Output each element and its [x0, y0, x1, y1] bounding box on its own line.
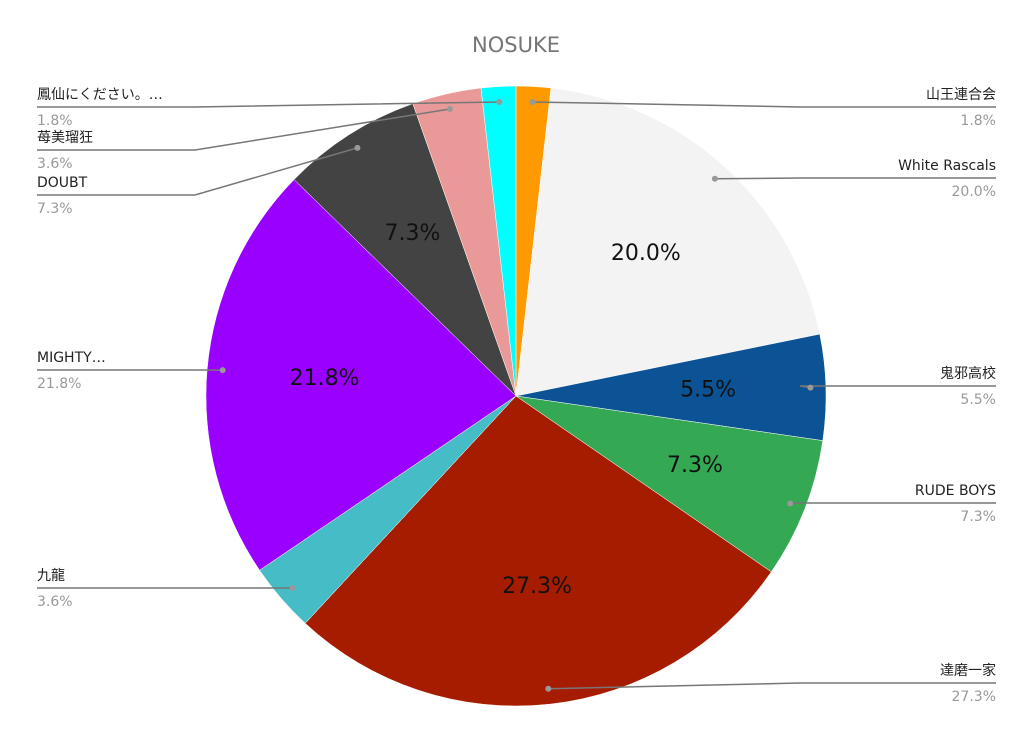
- slice-label: 7.3%: [667, 453, 723, 478]
- leader-dot: [787, 500, 794, 507]
- leader-line: [548, 682, 996, 690]
- leader-dot: [807, 384, 814, 391]
- leader-dot: [529, 98, 536, 105]
- leader-dot: [219, 367, 226, 374]
- legend-label: 苺美瑠狂: [37, 130, 93, 146]
- legend-label: White Rascals: [898, 158, 996, 174]
- leader-line: [37, 147, 358, 196]
- slice-label: 7.3%: [385, 221, 441, 246]
- pie-slice: [515, 395, 824, 573]
- leader-dot: [446, 106, 453, 113]
- pie-slice: [304, 395, 772, 707]
- leader-line: [37, 101, 500, 108]
- legend-value: 1.8%: [37, 113, 73, 129]
- leader-dot: [711, 175, 718, 182]
- leader-line: [37, 108, 451, 151]
- leader-dot: [354, 144, 361, 151]
- legend-value: 1.8%: [960, 113, 996, 129]
- legend-value: 21.8%: [37, 376, 81, 392]
- legend-value: 5.5%: [960, 392, 996, 408]
- pie-slice: [480, 85, 517, 397]
- legend-label: 山王連合会: [926, 87, 996, 103]
- slice-label: 21.8%: [290, 366, 360, 391]
- legend-value: 27.3%: [952, 689, 996, 705]
- legend-label: MIGHTY…: [37, 350, 106, 366]
- slice-label: 5.5%: [680, 378, 736, 403]
- leader-dot: [545, 685, 552, 692]
- legend-value: 3.6%: [37, 156, 73, 172]
- chart-title: NOSUKE: [472, 33, 560, 57]
- pie-slice: [515, 87, 821, 397]
- legend-value: 7.3%: [960, 509, 996, 525]
- legend-value: 3.6%: [37, 594, 73, 610]
- leader-line: [532, 101, 996, 108]
- legend-label: 達磨一家: [940, 662, 996, 679]
- legend-label: DOUBT: [37, 175, 88, 191]
- legend-label: 九龍: [37, 567, 65, 584]
- pie-slice: [293, 103, 517, 397]
- leader-line: [714, 177, 996, 180]
- leader-line: [790, 502, 996, 505]
- leader-line: [799, 385, 996, 389]
- leader-dot: [289, 584, 296, 591]
- legend-value: 7.3%: [37, 201, 73, 217]
- legend-label: RUDE BOYS: [915, 483, 996, 499]
- leader-dot: [496, 98, 503, 105]
- slice-label: 20.0%: [611, 241, 681, 266]
- slice-label: 27.3%: [502, 574, 572, 599]
- legend-label: 鳳仙にください。…: [37, 87, 163, 103]
- legend-label: 鬼邪高校: [940, 365, 996, 382]
- legend-value: 20.0%: [952, 184, 996, 200]
- pie-slice: [205, 179, 517, 571]
